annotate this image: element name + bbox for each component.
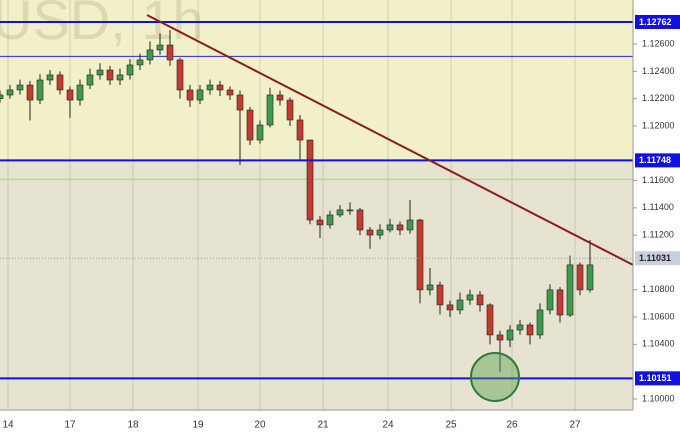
candle-body xyxy=(346,209,354,212)
y-tick-label: 1.12000 xyxy=(642,120,675,130)
candle-body xyxy=(156,44,164,51)
level-label: 1.12762 xyxy=(639,17,672,27)
candle-body xyxy=(516,324,524,331)
candle-body xyxy=(126,64,134,76)
level-label: 1.10151 xyxy=(639,373,672,383)
level-box xyxy=(635,251,680,266)
candle-body xyxy=(256,124,264,141)
level-label: 1.11031 xyxy=(639,253,671,263)
x-tick-label: 19 xyxy=(192,420,204,431)
plot-area: USD, 1h xyxy=(0,0,634,410)
candle-body xyxy=(586,264,594,291)
candle-body xyxy=(46,74,54,81)
candle-body xyxy=(66,89,74,101)
candle-body xyxy=(76,84,84,101)
y-tick-label: 1.12200 xyxy=(642,93,675,103)
candle-body xyxy=(486,304,494,336)
candle-body xyxy=(406,219,414,231)
x-tick-label: 25 xyxy=(445,420,457,431)
candle-body xyxy=(6,89,14,96)
candle-body xyxy=(376,229,384,236)
level-box xyxy=(635,371,680,386)
candle-body xyxy=(226,89,234,96)
candle-body xyxy=(396,224,404,231)
y-tick-label: 1.10600 xyxy=(642,311,675,321)
candle-body xyxy=(116,74,124,81)
candle-body xyxy=(136,59,144,66)
candle-body xyxy=(276,94,284,101)
upper-zone xyxy=(0,0,633,161)
highlight-circle xyxy=(470,351,520,402)
candle-body xyxy=(326,214,334,226)
y-tick-label: 1.10400 xyxy=(642,339,675,349)
candle-body xyxy=(386,224,394,231)
candle-body xyxy=(536,309,544,336)
candle-body xyxy=(26,84,34,101)
candle-body xyxy=(176,59,184,91)
candle-body xyxy=(216,84,224,91)
level-box xyxy=(635,14,680,29)
candle-body xyxy=(576,264,584,291)
trendline xyxy=(146,14,634,266)
candle-body xyxy=(546,289,554,311)
x-tick-label: 17 xyxy=(64,420,76,431)
candle-body xyxy=(366,229,374,236)
x-tick-label: 26 xyxy=(506,420,518,431)
candle-body xyxy=(496,334,504,341)
candle-body xyxy=(86,74,94,86)
y-tick-label: 1.12400 xyxy=(642,66,675,76)
x-tick-label: 21 xyxy=(317,420,329,431)
candle-body xyxy=(236,94,244,111)
candle-body xyxy=(356,209,364,231)
candle-body xyxy=(266,94,274,126)
x-tick-label: 14 xyxy=(2,420,14,431)
y-tick-label: 1.10000 xyxy=(642,393,675,403)
candle-body xyxy=(466,294,474,301)
candle-body xyxy=(106,69,114,81)
level-box xyxy=(635,153,680,168)
candle-body xyxy=(416,219,424,291)
candle-body xyxy=(286,99,294,121)
candle-body xyxy=(556,289,564,316)
x-tick-label: 20 xyxy=(254,420,266,431)
candle-body xyxy=(196,89,204,101)
x-tick-label: 24 xyxy=(382,420,394,431)
watermark: USD, 1h xyxy=(0,0,204,51)
candle-body xyxy=(36,79,44,101)
level-label: 1.11748 xyxy=(639,155,671,165)
candle-body xyxy=(446,304,454,311)
candle-body xyxy=(506,329,514,341)
x-tick-label: 27 xyxy=(569,420,581,431)
y-tick-label: 1.11400 xyxy=(642,202,674,212)
candle-body xyxy=(316,219,324,226)
y-tick-label: 1.12600 xyxy=(642,38,675,48)
candle-body xyxy=(476,294,484,306)
lower-zone xyxy=(0,160,633,410)
candle-body xyxy=(246,109,254,141)
candle-body xyxy=(436,284,444,306)
y-tick-label: 1.11200 xyxy=(642,230,674,240)
candle-body xyxy=(0,94,4,99)
candle-body xyxy=(306,139,314,221)
candle-body xyxy=(206,84,214,91)
candle-body xyxy=(146,49,154,61)
candle-body xyxy=(16,84,24,91)
candle-body xyxy=(186,89,194,101)
candle-body xyxy=(166,44,174,61)
candle-body xyxy=(96,69,104,76)
candle-body xyxy=(526,324,534,336)
x-tick-label: 18 xyxy=(127,420,139,431)
candle-body xyxy=(566,264,574,316)
y-tick-label: 1.10800 xyxy=(642,284,675,294)
candle-body xyxy=(426,284,434,291)
candle-body xyxy=(336,209,344,216)
candle-body xyxy=(296,119,304,141)
candle-body xyxy=(456,299,464,311)
y-tick-label: 1.11600 xyxy=(642,175,674,185)
candle-body xyxy=(56,74,64,91)
